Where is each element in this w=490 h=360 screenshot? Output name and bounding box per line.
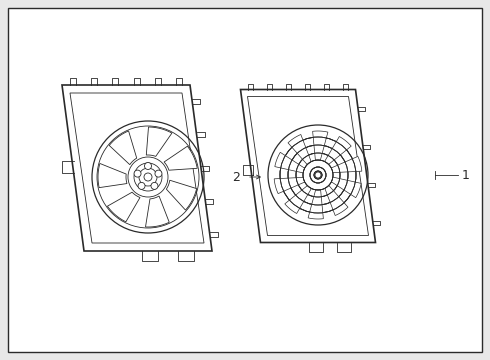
Text: 1: 1 <box>462 168 470 181</box>
Polygon shape <box>241 90 375 243</box>
Circle shape <box>128 157 168 197</box>
Polygon shape <box>308 190 323 219</box>
Polygon shape <box>142 251 158 261</box>
Polygon shape <box>288 135 311 165</box>
Polygon shape <box>285 186 312 213</box>
Circle shape <box>134 170 141 177</box>
Polygon shape <box>62 85 212 251</box>
Polygon shape <box>325 185 348 216</box>
Polygon shape <box>313 131 328 160</box>
Polygon shape <box>331 177 361 198</box>
Polygon shape <box>164 146 197 170</box>
Polygon shape <box>107 192 140 222</box>
Polygon shape <box>62 161 74 173</box>
Circle shape <box>151 183 158 189</box>
Circle shape <box>144 173 152 181</box>
Circle shape <box>315 172 321 178</box>
Polygon shape <box>167 180 196 210</box>
Polygon shape <box>98 163 127 188</box>
Circle shape <box>138 183 145 189</box>
Polygon shape <box>146 196 169 227</box>
Circle shape <box>280 137 356 213</box>
Polygon shape <box>309 243 323 252</box>
Polygon shape <box>109 131 137 165</box>
Polygon shape <box>331 156 362 173</box>
Circle shape <box>155 170 162 177</box>
Polygon shape <box>274 177 305 194</box>
Polygon shape <box>275 152 305 173</box>
Polygon shape <box>324 136 351 165</box>
Polygon shape <box>243 165 252 175</box>
Text: 2: 2 <box>232 171 240 184</box>
Polygon shape <box>178 251 194 261</box>
Polygon shape <box>337 243 351 252</box>
Polygon shape <box>147 127 172 156</box>
Circle shape <box>145 162 151 170</box>
